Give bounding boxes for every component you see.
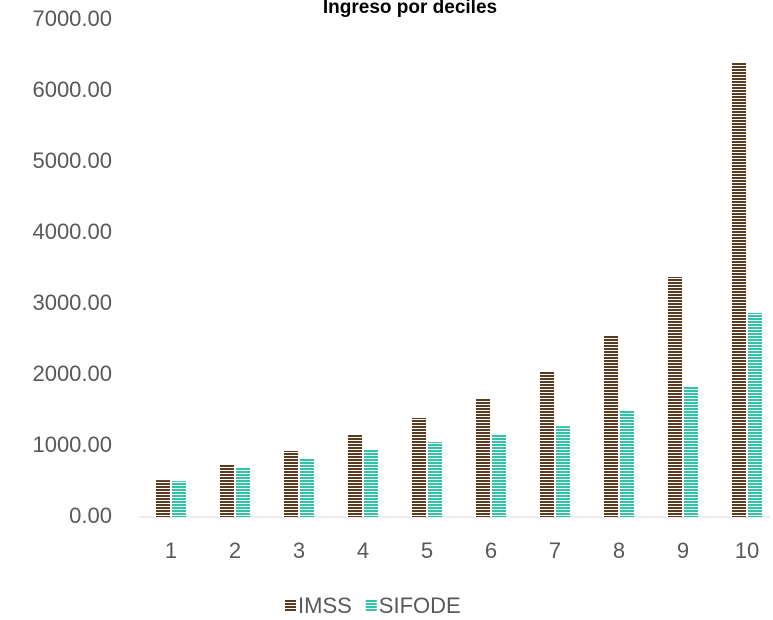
bar xyxy=(476,398,490,517)
x-tick-label: 3 xyxy=(293,538,305,563)
y-tick-label: 7000.00 xyxy=(32,6,112,31)
y-tick-label: 4000.00 xyxy=(32,219,112,244)
x-tick-label: 7 xyxy=(549,538,561,563)
bar xyxy=(236,468,250,517)
bar xyxy=(604,335,618,517)
x-tick-label: 9 xyxy=(677,538,689,563)
y-tick-label: 3000.00 xyxy=(32,290,112,315)
bar xyxy=(556,426,570,517)
bar xyxy=(172,481,186,517)
chart-title: Ingreso por deciles xyxy=(323,0,497,18)
bar xyxy=(348,434,362,517)
y-tick-label: 5000.00 xyxy=(32,148,112,173)
legend-label: IMSS xyxy=(298,593,352,618)
bar xyxy=(668,277,682,517)
bar xyxy=(732,62,746,518)
x-tick-label: 2 xyxy=(229,538,241,563)
y-tick-label: 1000.00 xyxy=(32,432,112,457)
y-tick-label: 0.00 xyxy=(69,503,112,528)
x-tick-label: 1 xyxy=(165,538,177,563)
bar xyxy=(620,410,634,517)
x-tick-label: 6 xyxy=(485,538,497,563)
legend-swatch xyxy=(365,600,377,611)
x-tick-label: 5 xyxy=(421,538,433,563)
x-tick-label: 8 xyxy=(613,538,625,563)
bar xyxy=(412,417,426,517)
bar xyxy=(156,480,170,517)
bar xyxy=(284,450,298,517)
bar xyxy=(428,442,442,517)
bar xyxy=(364,449,378,517)
bar xyxy=(220,464,234,517)
x-tick-label: 10 xyxy=(735,538,759,563)
x-tick-label: 4 xyxy=(357,538,369,563)
bar xyxy=(300,458,314,517)
legend-swatch xyxy=(285,600,296,611)
bar xyxy=(748,312,762,517)
bar xyxy=(540,371,554,517)
legend-label: SIFODE xyxy=(379,593,461,618)
y-tick-label: 6000.00 xyxy=(32,77,112,102)
y-tick-label: 2000.00 xyxy=(32,361,112,386)
bar xyxy=(492,433,506,517)
bar xyxy=(684,386,698,517)
